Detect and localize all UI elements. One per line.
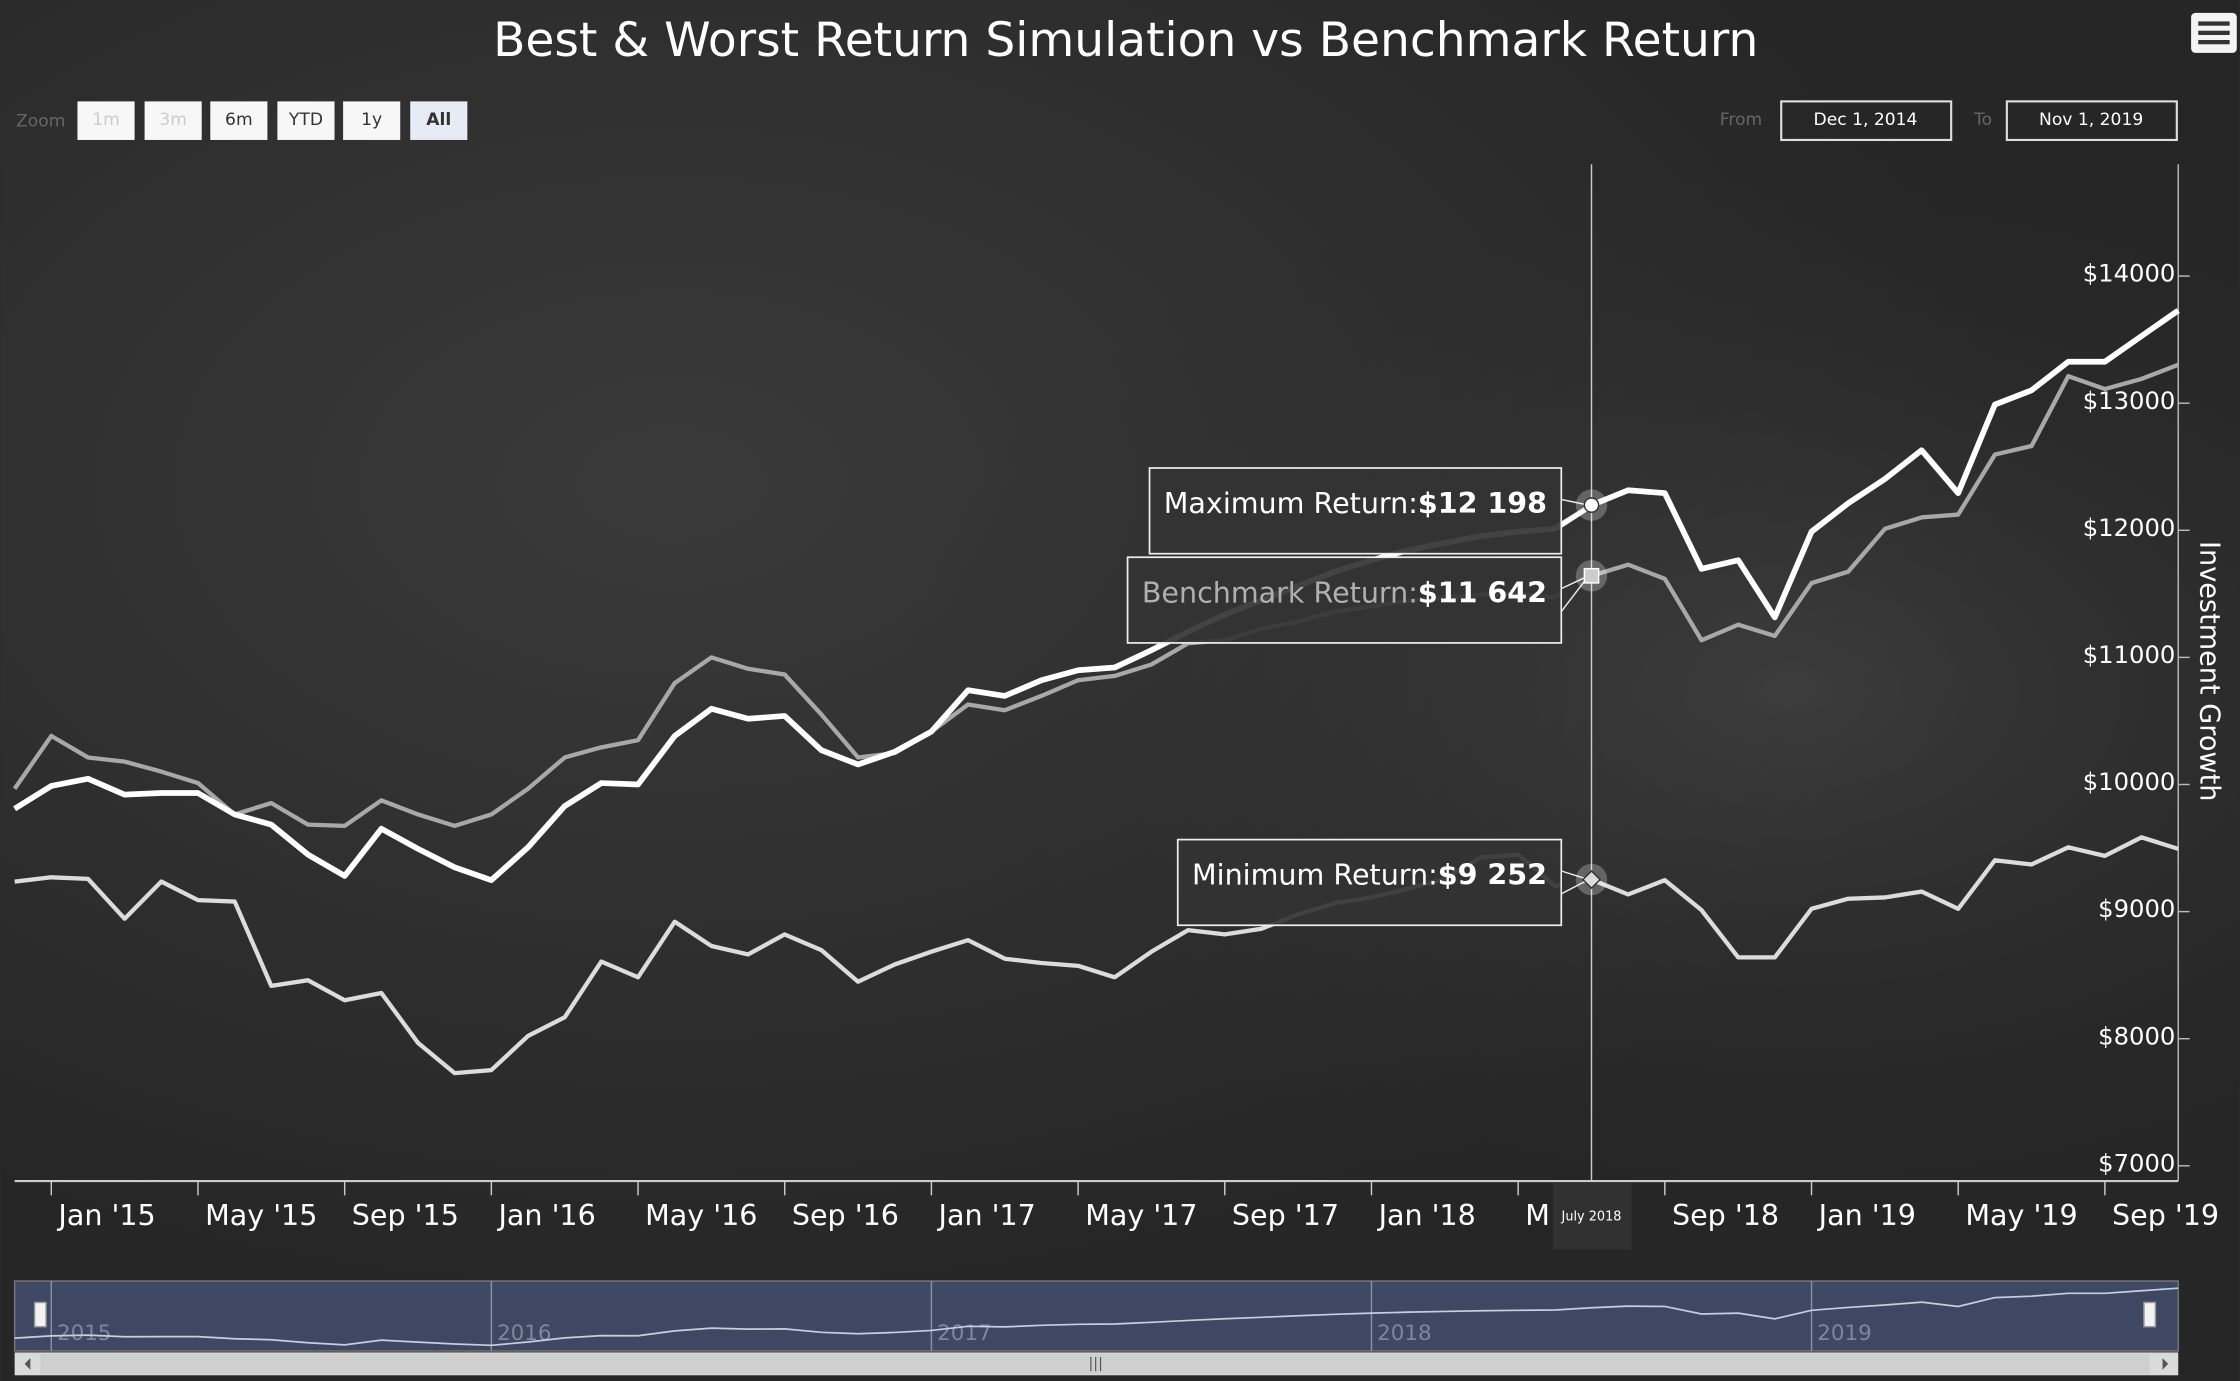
tooltip-pointer [1560,575,1590,614]
x-tick-label: May '16 [645,1198,757,1232]
zoom-button[interactable] [144,101,202,140]
tooltip-series-label: Benchmark Return: [1142,575,1418,609]
zoom-button-label: 3m [159,110,187,130]
tooltip-box [1176,838,1563,927]
navigator-series [14,1287,2179,1347]
zoom-button-label: All [426,110,451,130]
tooltip-text: Maximum Return:$12 198 [1164,486,1547,520]
y-tick-label: $14000 [2083,259,2176,288]
scrollbar-grip: ||| [1089,1356,1103,1372]
x-tick-label: Sep '18 [1672,1198,1779,1232]
x-tooltip-bg [1552,1182,1632,1250]
x-tick-label: Sep '15 [352,1198,459,1232]
to-label: To [1973,110,1992,130]
y-tick-label: $11000 [2083,640,2176,669]
zoom-button-label: 1y [361,110,382,130]
marker [1581,869,1602,890]
tooltip-box [1126,556,1563,644]
tooltip-pointer [1560,498,1591,524]
menu-button[interactable] [2191,12,2237,53]
y-tick-label: $8000 [2098,1021,2175,1050]
y-tick-label: $9000 [2098,894,2175,923]
marker [1583,497,1600,513]
navigator-label: 2015 [57,1321,111,1346]
zoom-label: Zoom [16,111,65,131]
x-tick-label: Sep '17 [1232,1198,1339,1232]
zoom-button-label: YTD [288,110,323,130]
scroll-left[interactable] [24,1358,31,1370]
tooltip-value: $11 642 [1418,575,1547,609]
navigator-label: 2018 [1377,1321,1431,1346]
x-tick-label: May '19 [1965,1198,2077,1232]
x-tick-label: M [1525,1198,1550,1232]
tooltip: Maximum Return:$12 198 [1148,467,1591,555]
x-tick-label: May '15 [205,1198,317,1232]
navigator-label: 2017 [937,1321,991,1346]
x-tick-label: Sep '16 [792,1198,899,1232]
x-tooltip-label: July 2018 [1561,1209,1622,1224]
tooltip-series-label: Minimum Return: [1192,858,1438,892]
x-tick-label: Jan '16 [496,1198,595,1232]
zoom-button-label: 6m [225,110,253,130]
line-series [13,308,2180,884]
menu-bar [2198,39,2230,45]
x-tick-label: Sep '19 [2112,1198,2219,1232]
navigator-handle[interactable] [2143,1301,2157,1328]
tooltip-value: $9 252 [1438,858,1547,892]
navigator-label: 2019 [1817,1321,1871,1346]
to-value: Nov 1, 2019 [2039,110,2143,130]
from-value: Dec 1, 2014 [1814,110,1918,130]
tooltip: Minimum Return:$9 252 [1176,838,1591,927]
y-tick-label: $7000 [2098,1148,2175,1177]
tooltip-pointer [1560,870,1591,896]
chart-title: Best & Worst Return Simulation vs Benchm… [493,13,1758,68]
navigator[interactable] [13,1280,2179,1352]
from-input[interactable] [1780,100,1953,142]
tooltip: Benchmark Return:$11 642 [1126,556,1590,644]
from-label: From [1720,110,1762,130]
y-axis-title: Investment Growth [2194,541,2225,801]
zoom-button[interactable] [410,101,468,140]
tooltip-text: Minimum Return:$9 252 [1192,858,1547,892]
x-tick-label: Jan '18 [1377,1198,1476,1232]
y-tick-label: $13000 [2083,386,2176,415]
scroll-right[interactable] [2162,1358,2169,1370]
line-series [14,835,2179,1076]
y-tick-label: $10000 [2083,767,2176,796]
scrollbar-thumb[interactable] [40,1353,2150,1374]
tooltip-series-label: Maximum Return: [1164,486,1418,520]
navigator-handle[interactable] [33,1301,47,1328]
marker [1583,567,1600,584]
tooltip-text: Benchmark Return:$11 642 [1142,575,1547,609]
x-tick-label: Jan '19 [1817,1198,1916,1232]
zoom-button[interactable] [343,101,401,140]
x-tick-label: May '17 [1085,1198,1197,1232]
to-input[interactable] [2005,100,2178,142]
line-series [12,362,2180,829]
x-tick-label: Jan '17 [937,1198,1036,1232]
menu-bar [2198,30,2230,35]
y-tick-label: $12000 [2083,513,2176,542]
zoom-button[interactable] [77,101,135,140]
menu-bar [2198,21,2230,26]
zoom-button[interactable] [277,101,335,140]
zoom-button-label: 1m [92,110,120,130]
zoom-button[interactable] [210,101,268,140]
x-tick-label: Jan '15 [56,1198,155,1232]
tooltip-value: $12 198 [1418,486,1547,520]
tooltip-box [1148,467,1563,555]
